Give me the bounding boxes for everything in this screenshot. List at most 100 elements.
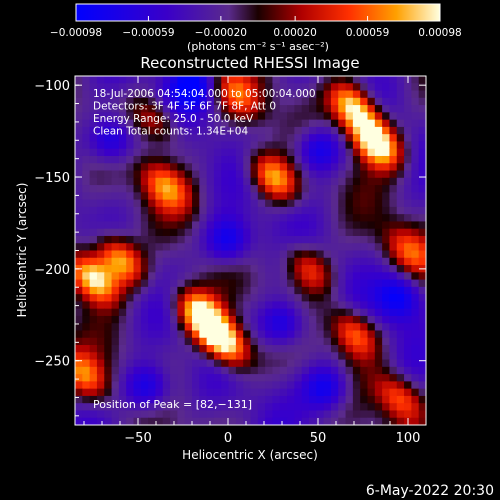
heatmap-cell — [301, 105, 310, 113]
heatmap-cell — [82, 235, 91, 244]
heatmap-cell — [279, 126, 288, 135]
heatmap-cell — [287, 170, 295, 179]
heatmap-cell — [213, 308, 222, 317]
heatmap-cell — [140, 395, 149, 404]
heatmap-cell — [118, 199, 127, 208]
heatmap-cell — [323, 199, 332, 208]
heatmap-cell — [206, 76, 215, 84]
heatmap-cell — [396, 330, 405, 339]
heatmap-cell — [382, 97, 391, 106]
heatmap-cell — [75, 126, 83, 135]
heatmap-cell — [89, 112, 98, 121]
heatmap-cell — [279, 170, 288, 179]
heatmap-cell — [396, 235, 405, 244]
heatmap-cell — [206, 330, 215, 339]
heatmap-cell — [279, 155, 288, 164]
heatmap-cell — [396, 119, 405, 128]
heatmap-cell — [389, 97, 398, 106]
heatmap-cell — [257, 388, 266, 397]
heatmap-cell — [89, 83, 98, 92]
heatmap-cell — [257, 381, 266, 390]
heatmap-cell — [382, 105, 391, 113]
heatmap-cell — [89, 105, 98, 113]
heatmap-cell — [235, 337, 244, 346]
heatmap-cell — [418, 345, 426, 353]
heatmap-cell — [418, 83, 426, 92]
heatmap-cell — [279, 112, 288, 121]
heatmap-cell — [316, 163, 325, 172]
heatmap-cell — [411, 359, 420, 368]
heatmap-cell — [177, 286, 186, 295]
heatmap-cell — [155, 206, 164, 215]
heatmap-cell — [396, 112, 405, 121]
heatmap-cell — [89, 337, 98, 346]
heatmap-cell — [148, 257, 157, 266]
heatmap-cell — [389, 352, 398, 361]
heatmap-cell — [279, 83, 288, 92]
heatmap-cell — [287, 257, 295, 266]
heatmap-cell — [75, 192, 83, 201]
heatmap-cell — [367, 83, 376, 92]
heatmap-cell — [360, 185, 369, 193]
heatmap-cell — [243, 337, 252, 346]
heatmap-cell — [170, 228, 178, 237]
heatmap-cell — [235, 279, 244, 288]
heatmap-cell — [382, 286, 391, 295]
heatmap-cell — [338, 301, 347, 310]
heatmap-cell — [374, 279, 383, 288]
heatmap-cell — [155, 257, 164, 266]
heatmap-cell — [250, 337, 259, 346]
heatmap-cell — [345, 155, 354, 164]
heatmap-cell — [184, 388, 193, 397]
heatmap-cell — [96, 199, 105, 208]
heatmap-cell — [206, 359, 215, 368]
heatmap-cell — [411, 105, 420, 113]
heatmap-cell — [301, 83, 310, 92]
heatmap-cell — [82, 105, 91, 113]
heatmap-cell — [396, 185, 405, 193]
heatmap-cell — [382, 228, 391, 237]
heatmap-cell — [279, 97, 288, 106]
heatmap-cell — [140, 330, 149, 339]
heatmap-cell — [316, 221, 325, 230]
heatmap-cell — [206, 410, 215, 419]
heatmap-cell — [89, 206, 98, 215]
heatmap-cell — [104, 155, 113, 164]
heatmap-cell — [221, 417, 230, 425]
heatmap-cell — [250, 403, 259, 412]
heatmap-cell — [287, 235, 295, 244]
heatmap-cell — [330, 286, 339, 295]
heatmap-cell — [126, 148, 135, 157]
heatmap-cell — [330, 294, 339, 302]
heatmap-cell — [396, 126, 405, 135]
heatmap-cell — [126, 235, 135, 244]
heatmap-cell — [206, 308, 215, 317]
heatmap-cell — [374, 206, 383, 215]
heatmap-cell — [257, 359, 266, 368]
heatmap-cell — [257, 366, 266, 375]
heatmap-cell — [352, 323, 361, 332]
annotation-line: Energy Range: 25.0 - 50.0 keV — [93, 113, 254, 125]
heatmap-cell — [199, 192, 208, 201]
heatmap-cell — [396, 134, 405, 143]
heatmap-cell — [374, 83, 383, 92]
heatmap-cell — [374, 90, 383, 99]
heatmap-cell — [330, 381, 339, 390]
heatmap-cell — [89, 359, 98, 368]
heatmap-cell — [75, 359, 83, 368]
heatmap-cell — [221, 148, 230, 157]
heatmap-cell — [148, 279, 157, 288]
heatmap-cell — [272, 410, 281, 419]
heatmap-cell — [360, 257, 369, 266]
heatmap-cell — [206, 374, 215, 382]
peak-position-label: Position of Peak = [82,−131] — [93, 398, 252, 411]
heatmap-cell — [360, 105, 369, 113]
heatmap-cell — [367, 410, 376, 419]
heatmap-cell — [243, 206, 252, 215]
heatmap-cell — [330, 410, 339, 419]
heatmap-cell — [330, 265, 339, 273]
heatmap-cell — [316, 294, 325, 302]
heatmap-cell — [389, 177, 398, 186]
heatmap-cell — [265, 170, 274, 179]
heatmap-cell — [213, 199, 222, 208]
